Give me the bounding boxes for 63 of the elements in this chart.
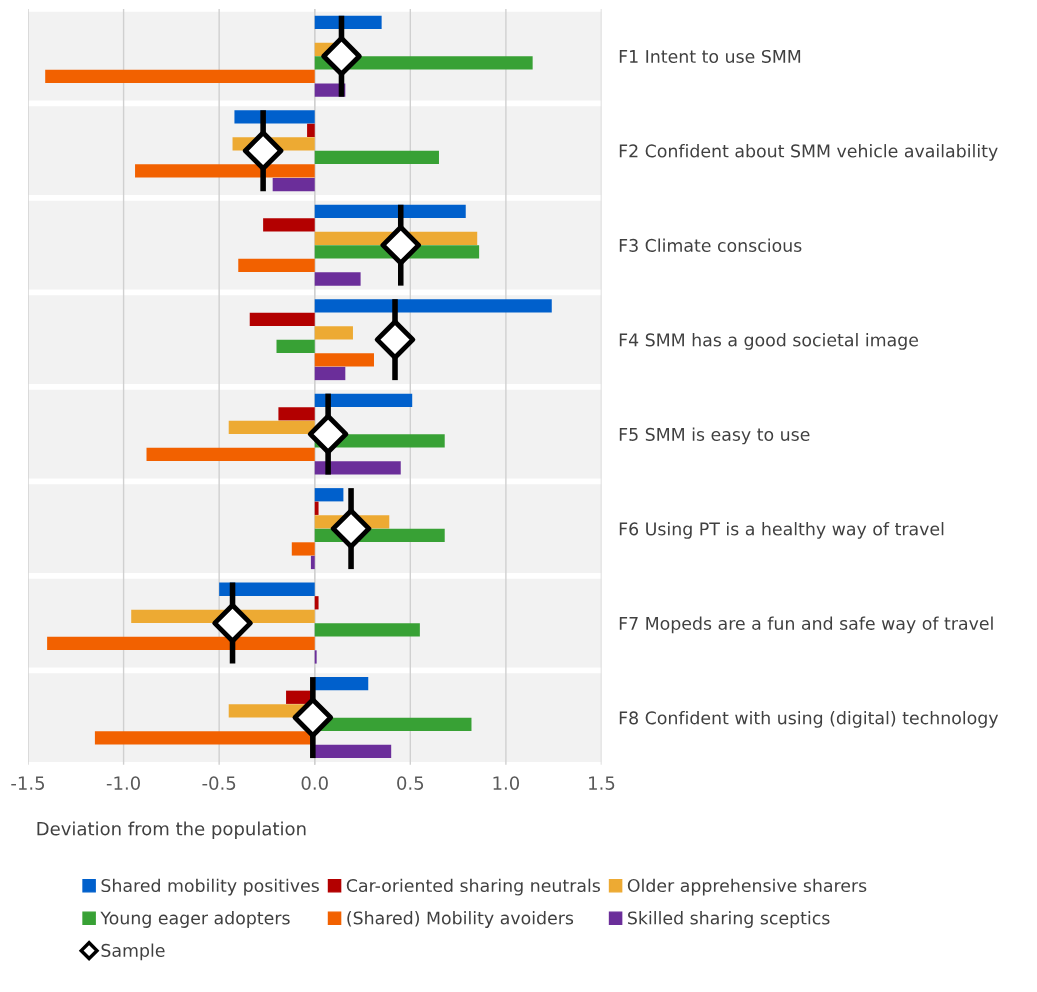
x-tick-label: 1.5 [589,776,615,790]
x-tick-label: 1.0 [493,776,520,790]
bar [278,407,315,421]
x-tick-label: -0.5 [202,776,236,790]
x-tick-label: -1.0 [106,776,140,790]
bar [314,204,466,218]
y-tick-label: F5 SMM is easy to use [619,427,810,445]
bar [228,420,315,434]
legend-label: Older apprehensive sharers [627,878,867,896]
bar [47,636,315,651]
x-tick-label: 0.5 [397,776,424,790]
bar [238,258,315,273]
point [374,319,416,360]
legend-label: Skilled sharing sceptics [628,911,830,928]
y-tick-label: F7 Mopeds are a fun and safe way of travel [619,616,993,634]
point [321,35,362,77]
y-tick-label: F6 Using PT is a healthy way of travel [619,522,944,539]
point [212,602,253,644]
x-tick-label: 0.0 [301,776,328,790]
bar [249,312,315,326]
point [330,508,372,549]
bar [314,488,344,502]
bar [234,110,315,124]
bar [314,366,346,381]
bar [219,582,315,596]
y-tick-label: F1 Intent to use SMM [619,49,801,64]
legend-label: (Shared) Mobility avoiders [347,911,574,928]
point [380,224,422,266]
bar [314,623,420,637]
bar [314,744,392,759]
y-tick-label: F8 Confident with using (digital) technology [619,710,999,728]
bar [310,555,315,570]
legend-label: Car-oriented sharing neutrals [346,878,600,896]
bar [276,339,315,354]
bar [314,461,401,475]
point [242,130,284,171]
x-tick-label: -1.5 [11,776,45,790]
bar [314,15,382,29]
legend-label: Young eager adopters [100,911,290,928]
bar [314,299,552,313]
bar [146,447,315,462]
legend-label: Sample [101,943,165,961]
bar [263,218,315,232]
bar [314,393,413,407]
legend-label: Shared mobility positives [101,878,319,896]
y-tick-label: F4 SMM has a good societal image [619,333,918,350]
bar [314,353,374,367]
point [307,413,349,455]
bar [314,326,353,340]
x-axis-title: Deviation from the population [37,821,306,839]
bar [314,677,369,691]
bar [314,272,361,286]
y-tick-label: F2 Confident about SMM vehicle availability [619,144,998,161]
bar [314,150,439,165]
bar [291,542,315,556]
bar [45,69,315,84]
bar [135,164,315,178]
y-tick-label: F3 Climate conscious [619,238,802,252]
bar [314,501,319,515]
point [292,697,334,738]
bar [307,123,315,137]
bar [314,596,319,610]
bar [272,177,315,192]
